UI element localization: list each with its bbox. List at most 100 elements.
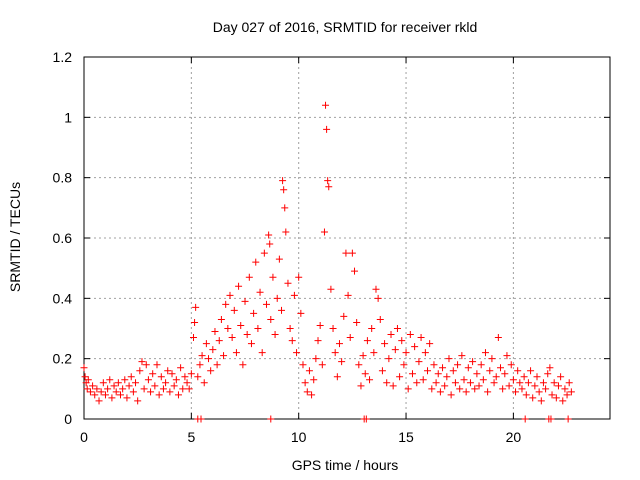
data-point (400, 361, 408, 369)
data-point (475, 382, 483, 390)
data-point (235, 282, 243, 290)
data-point (481, 349, 489, 357)
y-tick-label: 0 (64, 411, 72, 427)
data-point (168, 370, 176, 378)
data-point (499, 385, 507, 393)
data-point (316, 321, 324, 329)
data-point (333, 373, 341, 381)
data-point (142, 361, 150, 369)
data-point (479, 376, 487, 384)
y-tick-label: 0.6 (53, 230, 73, 246)
data-point (464, 364, 472, 372)
data-point (443, 373, 451, 381)
data-point (372, 285, 380, 293)
data-point (273, 294, 281, 302)
data-point (275, 255, 283, 263)
data-point (256, 288, 264, 296)
data-point (106, 376, 114, 384)
data-point (211, 328, 219, 336)
data-point (241, 297, 249, 305)
data-point (520, 373, 528, 381)
data-point (159, 385, 167, 393)
data-point (348, 249, 356, 257)
data-point (327, 285, 335, 293)
data-point (185, 385, 193, 393)
data-point (503, 352, 511, 360)
data-point (93, 385, 101, 393)
data-point (391, 346, 399, 354)
data-point (230, 306, 238, 314)
data-point (501, 370, 509, 378)
data-point (529, 394, 537, 402)
data-point (497, 364, 505, 372)
data-point (284, 279, 292, 287)
data-point (329, 325, 337, 332)
data-point (542, 385, 550, 393)
data-point (473, 370, 481, 378)
data-point (207, 367, 215, 375)
data-point (331, 349, 339, 357)
data-point (415, 358, 423, 366)
data-point (396, 373, 404, 381)
data-point (490, 379, 498, 387)
data-point (428, 385, 436, 393)
data-point (378, 367, 386, 375)
data-point (172, 376, 180, 384)
data-point (149, 370, 157, 378)
x-tick-label: 0 (80, 429, 88, 445)
data-point (286, 325, 294, 332)
data-point (215, 337, 223, 345)
data-point (325, 183, 333, 191)
data-point (344, 291, 352, 299)
data-point (559, 397, 567, 405)
data-point (197, 415, 205, 423)
data-point (108, 394, 116, 402)
data-point (198, 352, 206, 360)
data-point (247, 340, 255, 348)
data-point (458, 352, 466, 360)
data-point (451, 379, 459, 387)
data-point (121, 376, 129, 384)
data-point (320, 228, 328, 236)
data-point (456, 385, 464, 393)
data-point (209, 346, 217, 354)
x-axis-label: GPS time / hours (292, 457, 399, 473)
data-point (267, 315, 275, 323)
data-point (552, 394, 560, 402)
data-point (466, 379, 474, 387)
data-point (335, 340, 343, 348)
data-point (419, 376, 427, 384)
data-point (449, 367, 457, 375)
y-tick-label: 0.4 (53, 290, 73, 306)
data-point (385, 355, 393, 363)
data-point (295, 273, 303, 281)
data-point (183, 379, 191, 387)
data-point (127, 373, 135, 381)
data-point (243, 331, 251, 339)
data-point (192, 303, 200, 311)
data-point (312, 355, 320, 363)
data-point (123, 394, 131, 402)
data-point (387, 331, 395, 339)
data-point (547, 415, 555, 423)
data-point (424, 367, 432, 375)
data-point (179, 385, 187, 393)
data-point (288, 337, 296, 345)
data-point (413, 379, 421, 387)
data-point (488, 355, 496, 363)
data-point (516, 379, 524, 387)
data-point (421, 349, 429, 357)
data-point (507, 361, 515, 369)
data-point (411, 343, 419, 351)
data-point (110, 382, 118, 390)
data-point (359, 352, 367, 360)
data-point (147, 388, 155, 396)
data-point (522, 391, 530, 399)
y-tick-label: 0.2 (53, 351, 73, 367)
data-point (95, 397, 103, 405)
data-point (239, 361, 247, 369)
data-point (351, 267, 359, 275)
data-point (269, 273, 277, 281)
data-point (170, 382, 178, 390)
data-point (318, 361, 326, 369)
